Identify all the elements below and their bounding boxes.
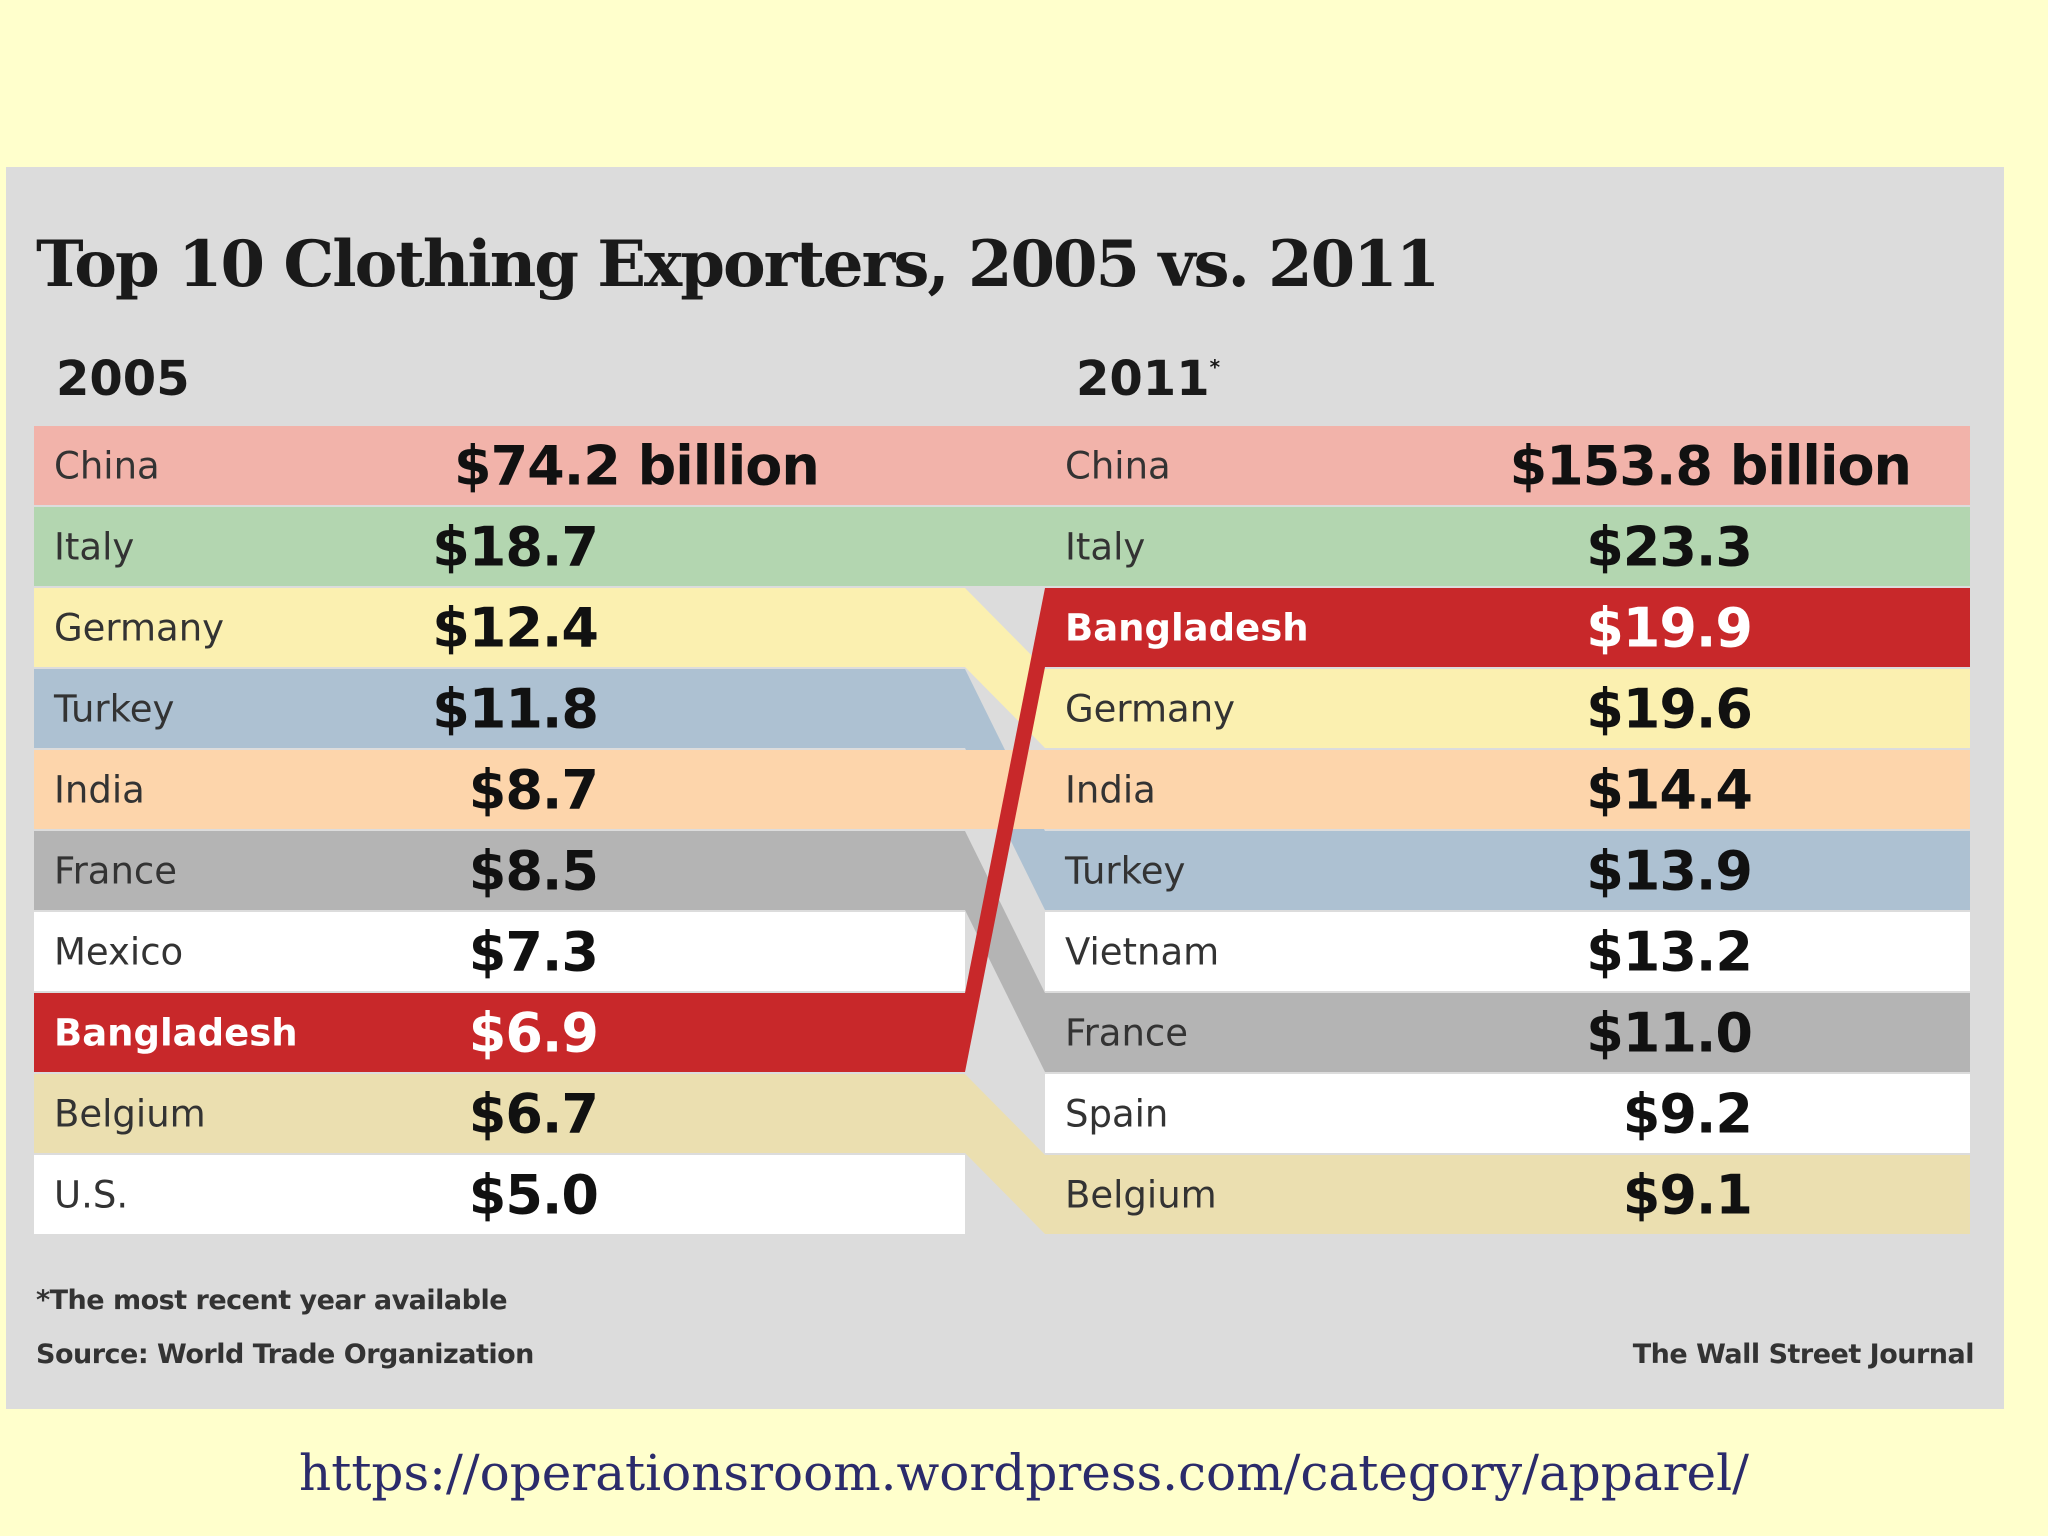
right-band-germany	[1045, 669, 1970, 748]
right-value-turkey: $13.9	[1586, 840, 1752, 903]
left-value-bangladesh: $6.9	[469, 1002, 598, 1065]
left-value-mexico: $7.3	[469, 921, 598, 984]
right-value-germany: $19.6	[1586, 678, 1752, 741]
left-band-india	[34, 750, 965, 829]
left-row-u-s: U.S. $5.0	[34, 1155, 965, 1234]
left-row-turkey: Turkey $11.8	[34, 669, 965, 748]
ribbon-belgium	[965, 1074, 1045, 1234]
left-country-u-s: U.S.	[54, 1174, 128, 1217]
left-value-germany: $12.4	[432, 597, 598, 660]
right-value-france: $11.0	[1586, 1002, 1752, 1065]
right-row-spain: Spain $9.2	[1045, 1074, 1970, 1153]
right-country-vietnam: Vietnam	[1065, 931, 1219, 974]
right-band-vietnam	[1045, 912, 1970, 991]
chart-title: Top 10 Clothing Exporters, 2005 vs. 2011	[36, 227, 1440, 302]
left-row-mexico: Mexico $7.3	[34, 912, 965, 991]
left-value-china: $74.2 billion	[454, 435, 819, 498]
right-value-belgium: $9.1	[1623, 1164, 1752, 1227]
right-country-germany: Germany	[1065, 688, 1235, 731]
left-country-bangladesh: Bangladesh	[54, 1012, 298, 1055]
right-band-italy	[1045, 507, 1970, 586]
right-row-china: China $153.8 billion	[1045, 426, 1970, 505]
left-country-germany: Germany	[54, 607, 224, 650]
source-url: https://operationsroom.wordpress.com/cat…	[299, 1444, 1749, 1502]
right-country-spain: Spain	[1065, 1093, 1168, 1136]
right-value-bangladesh: $19.9	[1586, 597, 1752, 660]
left-band-france	[34, 831, 965, 910]
left-band-bangladesh	[34, 993, 965, 1072]
year-2011-label: 2011	[1076, 351, 1210, 407]
right-value-spain: $9.2	[1623, 1083, 1752, 1146]
ribbon-france	[965, 831, 1045, 1072]
ribbon-india	[965, 750, 1045, 829]
left-band-turkey	[34, 669, 965, 748]
left-row-china: China $74.2 billion	[34, 426, 965, 505]
left-row-italy: Italy $18.7	[34, 507, 965, 586]
right-country-italy: Italy	[1065, 526, 1145, 569]
left-value-u-s: $5.0	[469, 1164, 598, 1227]
left-band-germany	[34, 588, 965, 667]
year-2011-marker: *	[1209, 355, 1221, 379]
right-row-vietnam: Vietnam $13.2	[1045, 912, 1970, 991]
right-row-germany: Germany $19.6	[1045, 669, 1970, 748]
right-band-belgium	[1045, 1155, 1970, 1234]
chart-panel: Top 10 Clothing Exporters, 2005 vs. 2011…	[6, 167, 2004, 1409]
source-note: Source: World Trade Organization	[36, 1339, 534, 1370]
right-value-vietnam: $13.2	[1586, 921, 1752, 984]
footnote: *The most recent year available	[36, 1285, 508, 1316]
left-row-belgium: Belgium $6.7	[34, 1074, 965, 1153]
ribbon-bangladesh	[965, 588, 1045, 1072]
right-country-turkey: Turkey	[1064, 850, 1185, 893]
left-row-france: France $8.5	[34, 831, 965, 910]
right-value-italy: $23.3	[1586, 516, 1752, 579]
right-country-china: China	[1065, 445, 1171, 488]
left-row-india: India $8.7	[34, 750, 965, 829]
right-row-turkey: Turkey $13.9	[1045, 831, 1970, 910]
right-country-france: France	[1065, 1012, 1188, 1055]
left-country-turkey: Turkey	[53, 688, 174, 731]
left-country-china: China	[54, 445, 160, 488]
ribbon-china	[965, 426, 1045, 505]
left-value-france: $8.5	[469, 840, 598, 903]
left-band-italy	[34, 507, 965, 586]
left-band-mexico	[34, 912, 965, 991]
right-row-india: India $14.4	[1045, 750, 1970, 829]
year-2005-label: 2005	[56, 351, 190, 407]
right-band-china	[1045, 426, 1970, 505]
left-band-u-s	[34, 1155, 965, 1234]
left-band-china	[34, 426, 965, 505]
right-band-turkey	[1045, 831, 1970, 910]
right-row-bangladesh: Bangladesh $19.9	[1045, 588, 1970, 667]
left-country-france: France	[54, 850, 177, 893]
right-country-belgium: Belgium	[1065, 1174, 1217, 1217]
ribbon-italy	[965, 507, 1045, 586]
left-value-india: $8.7	[469, 759, 598, 822]
left-value-belgium: $6.7	[469, 1083, 598, 1146]
right-row-france: France $11.0	[1045, 993, 1970, 1072]
credit-note: The Wall Street Journal	[1632, 1339, 1975, 1370]
right-country-bangladesh: Bangladesh	[1065, 607, 1309, 650]
left-country-italy: Italy	[54, 526, 134, 569]
right-row-italy: Italy $23.3	[1045, 507, 1970, 586]
right-value-china: $153.8 billion	[1510, 435, 1911, 498]
right-band-spain	[1045, 1074, 1970, 1153]
left-country-mexico: Mexico	[54, 931, 183, 974]
left-country-india: India	[54, 769, 145, 812]
left-row-germany: Germany $12.4	[34, 588, 965, 667]
right-band-france	[1045, 993, 1970, 1072]
left-value-italy: $18.7	[432, 516, 598, 579]
right-row-belgium: Belgium $9.1	[1045, 1155, 1970, 1234]
right-band-india	[1045, 750, 1970, 829]
left-value-turkey: $11.8	[432, 678, 598, 741]
left-country-belgium: Belgium	[54, 1093, 206, 1136]
right-country-india: India	[1065, 769, 1156, 812]
year-2011-heading: 2011*	[1076, 351, 1220, 407]
left-band-belgium	[34, 1074, 965, 1153]
right-value-india: $14.4	[1586, 759, 1752, 822]
year-2005-heading: 2005	[56, 351, 190, 407]
right-band-bangladesh	[1045, 588, 1970, 667]
exporter-bands: China $74.2 billion Italy $18.7 Germany $12.4…	[34, 426, 1970, 1234]
left-row-bangladesh: Bangladesh $6.9	[34, 993, 965, 1072]
